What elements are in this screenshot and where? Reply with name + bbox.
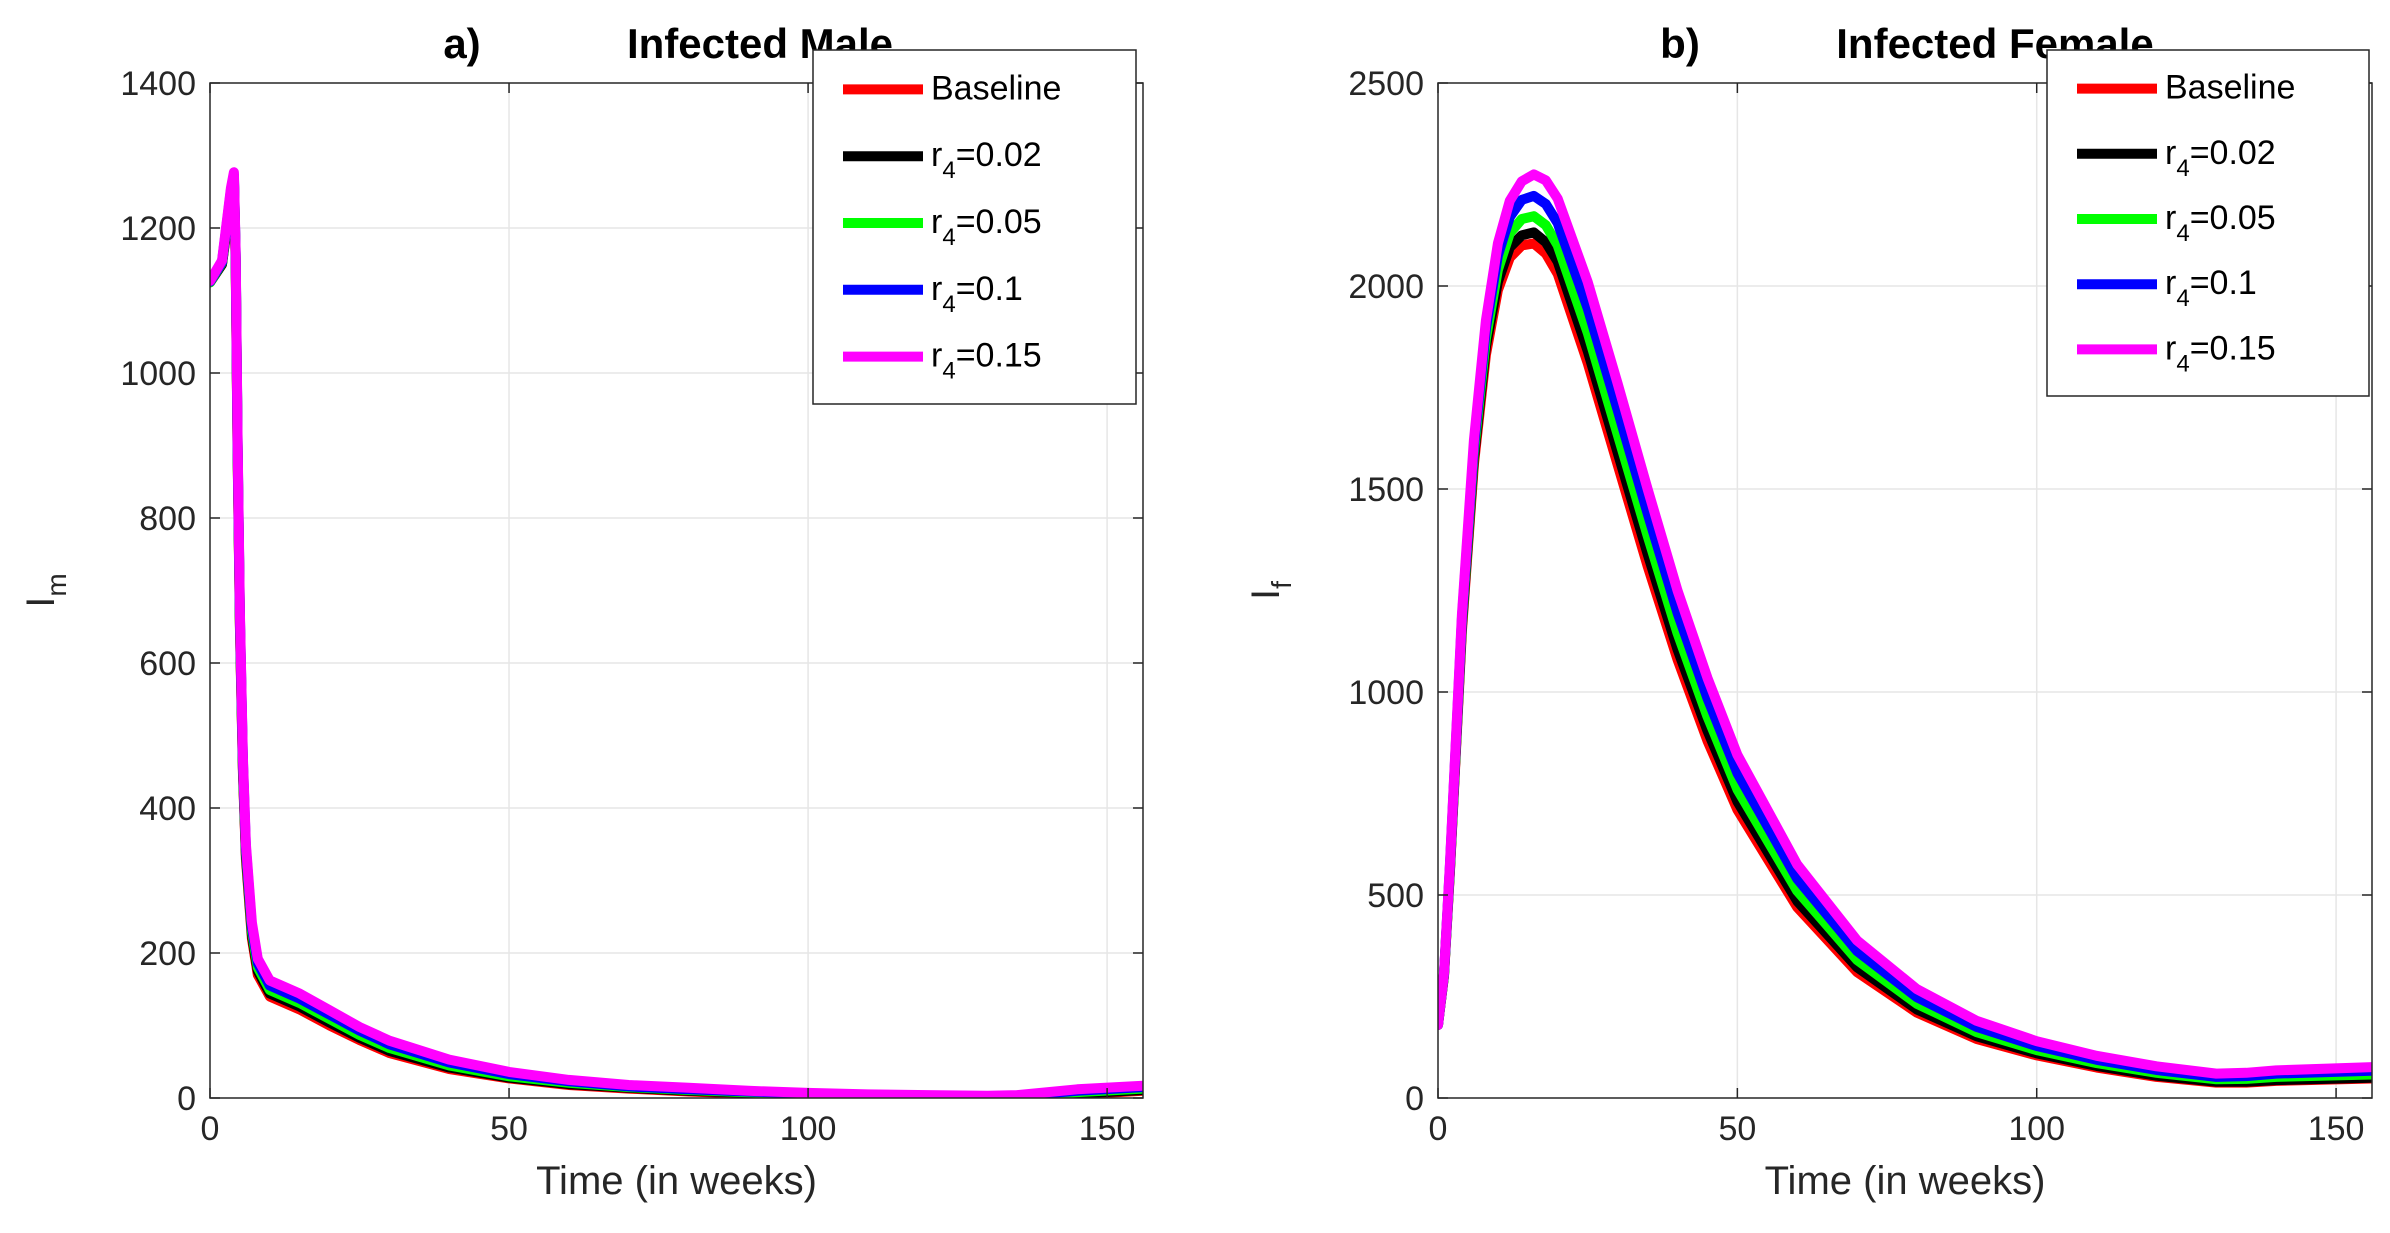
legend-label-main: r	[2165, 264, 2176, 302]
y-axis-label-main: I	[19, 597, 63, 608]
y-axis-label: Im	[19, 573, 72, 607]
x-tick-label: 50	[1718, 1110, 1756, 1148]
y-tick-label: 2500	[1348, 65, 1424, 103]
y-tick-label: 0	[177, 1080, 196, 1118]
legend-entry-label: r4=0.02	[931, 136, 1042, 184]
y-axis-label-sub: f	[1266, 581, 1297, 589]
x-tick-label: 100	[780, 1110, 837, 1148]
series-group	[1438, 169, 2372, 1088]
legend-label-sub: 4	[942, 358, 955, 385]
y-tick-label: 600	[139, 645, 196, 683]
y-tick-label: 1200	[120, 210, 196, 248]
y-tick-label: 400	[139, 790, 196, 828]
x-axis-label: Time (in weeks)	[1765, 1159, 2046, 1203]
legend-label-sub: 4	[2176, 155, 2189, 182]
legend-label-value: =0.02	[2190, 134, 2276, 172]
series-group	[210, 167, 1143, 1098]
legend-label-value: =0.05	[956, 203, 1042, 241]
x-tick-label: 150	[1079, 1110, 1136, 1148]
legend-label-sub: 4	[942, 291, 955, 318]
series-line-r4-0-15	[1438, 169, 2372, 1079]
legend-entry-label: r4=0.02	[2165, 134, 2276, 182]
y-axis-label-main: I	[1244, 589, 1288, 600]
legend-label-sub: 4	[2176, 220, 2189, 247]
legend-label-value: =0.1	[956, 270, 1023, 308]
legend-entry-label: r4=0.1	[931, 270, 1023, 318]
series-line-r4-0-15	[210, 167, 1143, 1098]
legend-label-main: Baseline	[2165, 69, 2295, 107]
legend-entry-label: Baseline	[2165, 69, 2295, 107]
y-tick-label: 2000	[1348, 268, 1424, 306]
axes-box	[209, 82, 1144, 1099]
legend-label-main: r	[931, 270, 942, 308]
panel-label: a)	[443, 20, 480, 67]
legend-entry-label: r4=0.05	[2165, 199, 2276, 247]
panel-label: b)	[1660, 20, 1700, 67]
x-tick-label: 0	[1429, 1110, 1448, 1148]
legend-label-main: r	[931, 337, 942, 375]
legend-label-main: r	[931, 136, 942, 174]
y-axis-label: If	[1244, 581, 1297, 600]
legend-label-main: r	[2165, 199, 2176, 237]
x-tick-label: 0	[201, 1110, 220, 1148]
legend-entry-label: r4=0.1	[2165, 264, 2257, 312]
y-tick-label: 1000	[1348, 674, 1424, 712]
legend-label-main: r	[2165, 134, 2176, 172]
y-tick-label: 1000	[120, 355, 196, 393]
x-tick-label: 50	[490, 1110, 528, 1148]
axes-box	[1437, 82, 2373, 1099]
legend-label-main: r	[931, 203, 942, 241]
x-tick-label: 150	[2308, 1110, 2365, 1148]
y-tick-label: 1400	[120, 65, 196, 103]
legend-label-value: =0.1	[2190, 264, 2257, 302]
legend-label-sub: 4	[2176, 350, 2189, 377]
legend-label-sub: 4	[2176, 285, 2189, 312]
legend-label-sub: 4	[942, 157, 955, 184]
panel-infected-male: 0 50 100 150 0 200 400 600 800 1000 1200 1400 Time (…	[19, 20, 1144, 1203]
x-axis-label: Time (in weeks)	[536, 1159, 817, 1203]
legend-label-value: =0.02	[956, 136, 1042, 174]
legend-label-main: Baseline	[931, 69, 1061, 107]
legend-entry-label: r4=0.15	[2165, 329, 2276, 377]
legend-label-value: =0.05	[2190, 199, 2276, 237]
y-tick-label: 800	[139, 500, 196, 538]
x-tick-label: 100	[2008, 1110, 2065, 1148]
y-tick-label: 500	[1367, 877, 1424, 915]
legend-label-main: r	[2165, 329, 2176, 367]
y-tick-label: 1500	[1348, 471, 1424, 509]
y-tick-label: 200	[139, 935, 196, 973]
legend-entry-label: r4=0.15	[931, 337, 1042, 385]
legend-entry-label: Baseline	[931, 69, 1061, 107]
y-tick-label: 0	[1405, 1080, 1424, 1118]
legend-label-value: =0.15	[2190, 329, 2276, 367]
legend-label-value: =0.15	[956, 337, 1042, 375]
legend-label-sub: 4	[942, 224, 955, 251]
legend-entry-label: r4=0.05	[931, 203, 1042, 251]
y-axis-label-sub: m	[41, 573, 72, 596]
